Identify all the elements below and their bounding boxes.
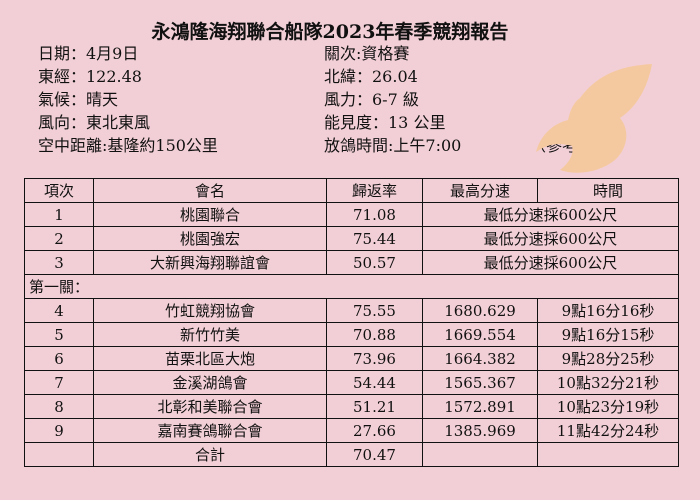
cell-no: 9 <box>24 418 94 443</box>
cell-no: 6 <box>24 346 94 371</box>
cell-return-rate: 71.08 <box>326 202 423 227</box>
info-release-time: 放鴿時間:上午7:00 <box>324 136 462 155</box>
report-title: 永鴻隆海翔聯合船隊2023年春季競翔報告 <box>151 21 509 43</box>
cell-club-name: 大新興海翔聯誼會 <box>93 250 327 275</box>
info-visibility: 能見度：13 公里 <box>324 113 446 132</box>
table-row: 7 金溪湖鴿會 54.44 1565.367 10點32分21秒 <box>24 370 679 395</box>
cell-return-rate: 50.57 <box>326 250 423 275</box>
total-return-rate: 70.47 <box>326 442 423 467</box>
cell-return-rate: 73.96 <box>326 346 423 371</box>
cell-empty <box>422 442 538 467</box>
header-club-name: 會名 <box>93 178 327 203</box>
cell-time: 10點23分19秒 <box>537 394 679 419</box>
info-weather: 氣候：晴天 <box>38 90 119 109</box>
cell-max-speed: 1680.629 <box>422 298 538 323</box>
cell-no: 7 <box>24 370 94 395</box>
cell-max-speed: 1664.382 <box>422 346 538 371</box>
cell-no: 3 <box>24 250 94 275</box>
header-max-speed: 最高分速 <box>422 178 538 203</box>
header-time: 時間 <box>537 178 679 203</box>
table-row: 9 嘉南賽鴿聯合會 27.66 1385.969 11點42分24秒 <box>24 418 679 443</box>
cell-club-name: 金溪湖鴿會 <box>93 370 327 395</box>
table-row: 4 竹虹競翔協會 75.55 1680.629 9點16分16秒 <box>24 298 679 323</box>
info-latitude: 北緯：26.04 <box>324 67 418 86</box>
cell-club-name: 嘉南賽鴿聯合會 <box>93 418 327 443</box>
cell-no: 1 <box>24 202 94 227</box>
results-table: 項次 會名 歸返率 最高分速 時間 1 桃園聯合 71.08 最低分速採600公… <box>24 178 679 467</box>
cell-return-rate: 54.44 <box>326 370 423 395</box>
cell-return-rate: 75.55 <box>326 298 423 323</box>
cell-return-rate: 51.21 <box>326 394 423 419</box>
cell-time: 10點32分21秒 <box>537 370 679 395</box>
section-label: 第一關： <box>24 274 679 299</box>
section-row: 第一關： <box>24 274 679 299</box>
cell-max-speed: 1572.891 <box>422 394 538 419</box>
cell-club-name: 新竹竹美 <box>93 322 327 347</box>
info-longitude: 東經：122.48 <box>38 67 142 86</box>
cell-time: 9點16分16秒 <box>537 298 679 323</box>
total-label: 合計 <box>93 442 327 467</box>
info-wind-direction: 風向：東北東風 <box>38 113 151 132</box>
info-distance: 空中距離:基隆約150公里 <box>38 136 218 155</box>
cell-club-name: 竹虹競翔協會 <box>93 298 327 323</box>
table-row: 3 大新興海翔聯誼會 50.57 最低分速採600公尺 <box>24 250 679 275</box>
header-no: 項次 <box>24 178 94 203</box>
table-header-row: 項次 會名 歸返率 最高分速 時間 <box>24 178 679 203</box>
table-row: 8 北彰和美聯合會 51.21 1572.891 10點23分19秒 <box>24 394 679 419</box>
cell-return-rate: 70.88 <box>326 322 423 347</box>
cell-time: 9點28分25秒 <box>537 346 679 371</box>
header-return-rate: 歸返率 <box>326 178 423 203</box>
cell-no: 5 <box>24 322 94 347</box>
cell-empty <box>537 442 679 467</box>
table-row: 5 新竹竹美 70.88 1669.554 9點16分15秒 <box>24 322 679 347</box>
cell-note: 最低分速採600公尺 <box>422 202 679 227</box>
cell-club-name: 桃園強宏 <box>93 226 327 251</box>
cell-note: 最低分速採600公尺 <box>422 250 679 275</box>
info-wind-force: 風力：6-7 級 <box>324 90 419 109</box>
table-row: 1 桃園聯合 71.08 最低分速採600公尺 <box>24 202 679 227</box>
table-row: 6 苗栗北區大炮 73.96 1664.382 9點28分25秒 <box>24 346 679 371</box>
cell-max-speed: 1565.367 <box>422 370 538 395</box>
info-stage: 關次:資格賽 <box>324 44 410 63</box>
info-date: 日期：4月9日 <box>38 44 139 63</box>
cell-no: 2 <box>24 226 94 251</box>
cell-return-rate: 27.66 <box>326 418 423 443</box>
cell-no: 4 <box>24 298 94 323</box>
cell-time: 11點42分24秒 <box>537 418 679 443</box>
cell-note: 最低分速採600公尺 <box>422 226 679 251</box>
cell-time: 9點16分15秒 <box>537 322 679 347</box>
cell-max-speed: 1385.969 <box>422 418 538 443</box>
cell-max-speed: 1669.554 <box>422 322 538 347</box>
cell-empty <box>24 442 94 467</box>
total-row: 合計 70.47 <box>24 442 679 467</box>
cell-club-name: 苗栗北區大炮 <box>93 346 327 371</box>
cell-return-rate: 75.44 <box>326 226 423 251</box>
dove-icon <box>536 64 652 173</box>
table-row: 2 桃園強宏 75.44 最低分速採600公尺 <box>24 226 679 251</box>
cell-no: 8 <box>24 394 94 419</box>
cell-club-name: 北彰和美聯合會 <box>93 394 327 419</box>
cell-club-name: 桃園聯合 <box>93 202 327 227</box>
